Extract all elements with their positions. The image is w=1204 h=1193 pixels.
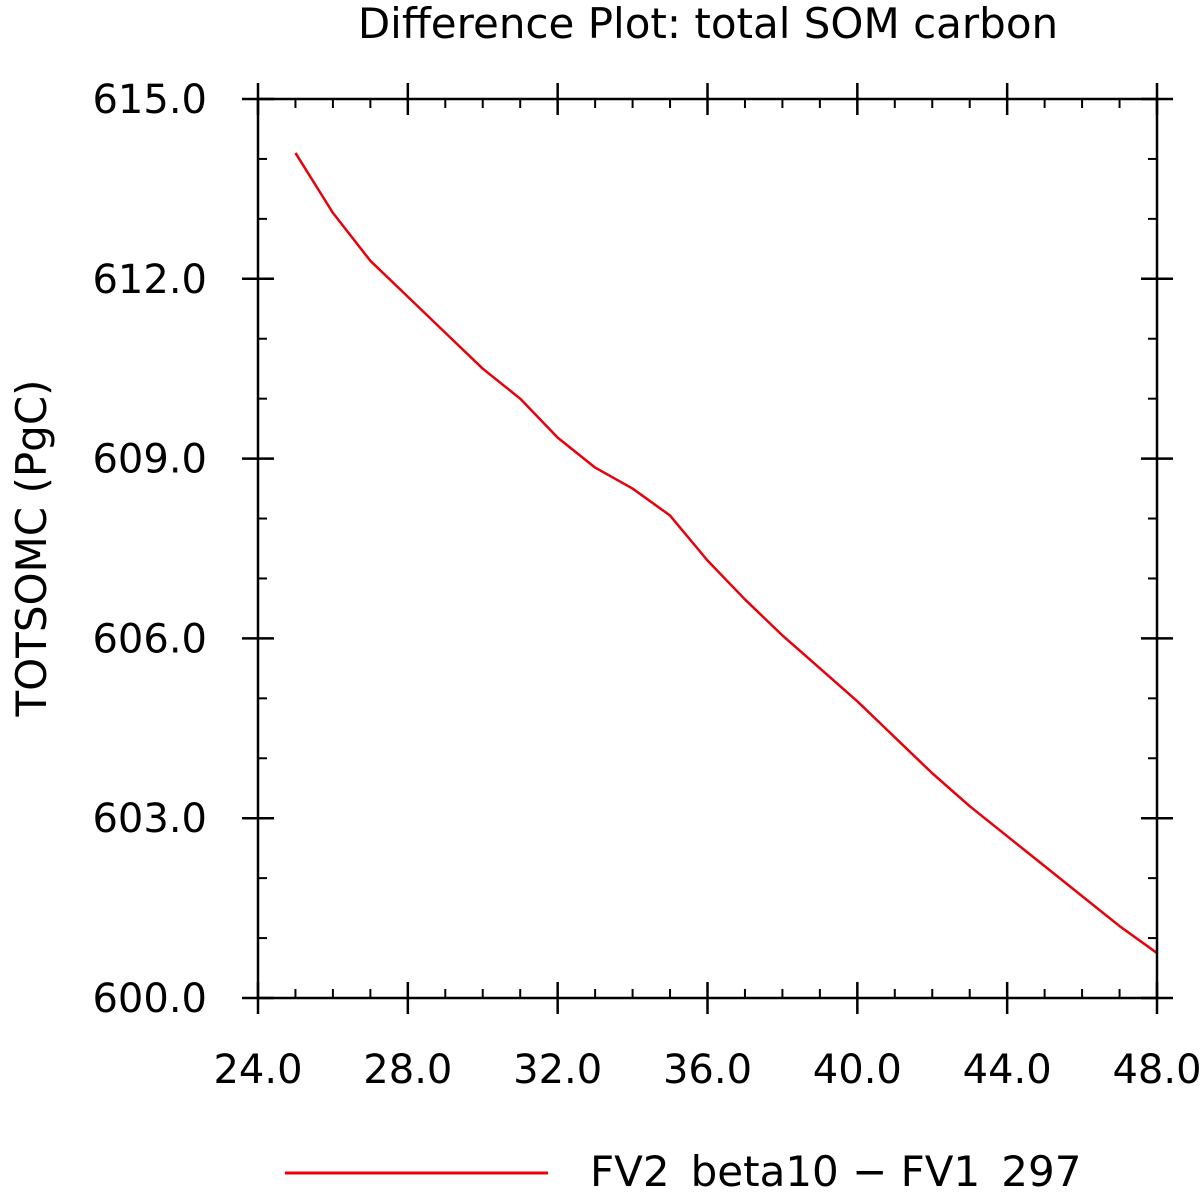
y-tick-label: 603.0	[92, 796, 207, 842]
x-tick-label: 24.0	[213, 1047, 302, 1093]
series-line-0	[294, 152, 1158, 955]
plot-frame	[256, 97, 1159, 1000]
y-tick-label: 606.0	[92, 616, 207, 662]
y-tick-label: 609.0	[92, 437, 207, 483]
minor-ticks	[258, 99, 1157, 998]
x-tick-label: 28.0	[363, 1047, 452, 1093]
x-tick-label: 48.0	[1112, 1047, 1201, 1093]
chart-title: Difference Plot: total SOM carbon	[358, 0, 1058, 48]
y-tick-labels: 600.0 603.0 606.0 609.0 612.0 615.0	[92, 77, 207, 1022]
x-tick-label: 36.0	[663, 1047, 752, 1093]
y-axis-label: TOTSOMC (PgC)	[7, 379, 56, 717]
series-lines	[294, 152, 1158, 955]
legend-label: FV2_beta10 − FV1_297	[590, 1147, 1081, 1193]
x-tick-label: 32.0	[513, 1047, 602, 1093]
legend: FV2_beta10 − FV1_297	[285, 1147, 1081, 1193]
major-ticks	[242, 83, 1173, 1014]
y-tick-label: 600.0	[92, 976, 207, 1022]
y-tick-label: 612.0	[92, 257, 207, 303]
y-tick-label: 615.0	[92, 77, 207, 123]
x-tick-label: 40.0	[813, 1047, 902, 1093]
x-tick-labels: 24.0 28.0 32.0 36.0 40.0 44.0 48.0	[213, 1047, 1201, 1093]
x-tick-label: 44.0	[963, 1047, 1052, 1093]
